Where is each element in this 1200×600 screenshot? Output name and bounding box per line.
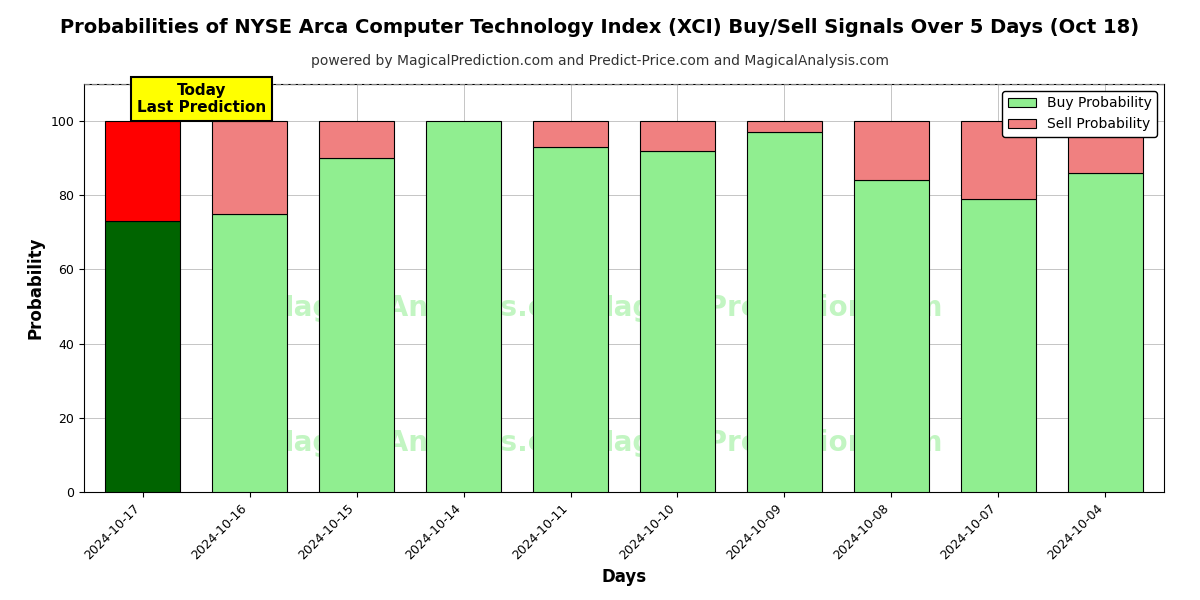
Text: MagicalAnalysis.com: MagicalAnalysis.com [266,429,593,457]
Bar [746,121,822,132]
Bar [533,147,608,492]
Bar [212,214,287,492]
Bar [106,221,180,492]
Bar [212,121,287,214]
Bar [961,199,1036,492]
Bar [1068,173,1142,492]
Text: powered by MagicalPrediction.com and Predict-Price.com and MagicalAnalysis.com: powered by MagicalPrediction.com and Pre… [311,54,889,68]
Y-axis label: Probability: Probability [26,237,44,339]
Bar [854,121,929,181]
Bar [319,158,394,492]
Text: MagicalPrediction.com: MagicalPrediction.com [586,295,943,322]
X-axis label: Days: Days [601,568,647,586]
Text: MagicalPrediction.com: MagicalPrediction.com [586,429,943,457]
Text: MagicalAnalysis.com: MagicalAnalysis.com [266,295,593,322]
Legend: Buy Probability, Sell Probability: Buy Probability, Sell Probability [1002,91,1157,137]
Bar [961,121,1036,199]
Bar [1068,121,1142,173]
Bar [640,151,715,492]
Bar [106,121,180,221]
Bar [746,132,822,492]
Bar [854,181,929,492]
Bar [319,121,394,158]
Bar [426,121,502,492]
Bar [640,121,715,151]
Text: Today
Last Prediction: Today Last Prediction [137,83,266,115]
Bar [533,121,608,147]
Text: Probabilities of NYSE Arca Computer Technology Index (XCI) Buy/Sell Signals Over: Probabilities of NYSE Arca Computer Tech… [60,18,1140,37]
